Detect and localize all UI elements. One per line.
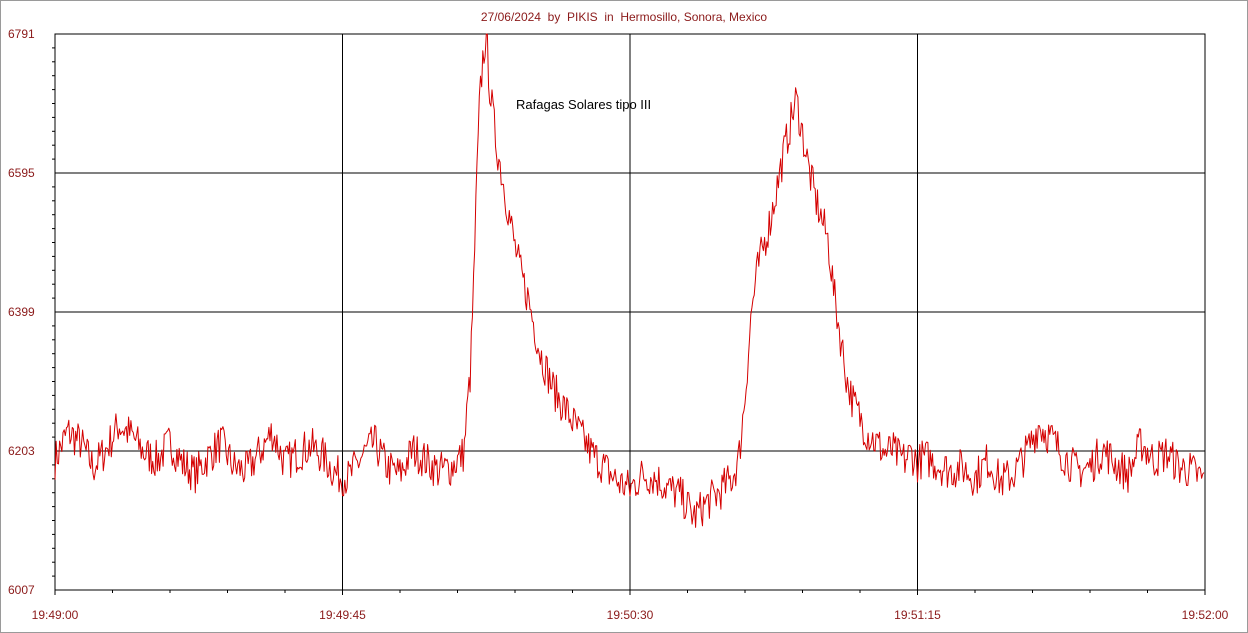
y-tick-label: 6791 xyxy=(8,27,35,41)
minor-ticks xyxy=(52,47,1148,593)
x-tick-label: 19:49:45 xyxy=(319,608,366,622)
x-axis-ticks: 19:49:00 19:49:45 19:50:30 19:51:15 19:52:00 xyxy=(32,590,1229,622)
series-line xyxy=(54,33,1205,528)
x-tick-label: 19:49:00 xyxy=(32,608,79,622)
y-tick-label: 6399 xyxy=(8,305,35,319)
y-axis-ticks: 6791 6595 6399 6203 6007 xyxy=(8,27,35,597)
y-tick-label: 6595 xyxy=(8,166,35,180)
annotation-label: Rafagas Solares tipo III xyxy=(516,97,651,112)
x-tick-label: 19:51:15 xyxy=(894,608,941,622)
chart-title: 27/06/2024 by PIKIS in Hermosillo, Sonor… xyxy=(480,10,768,24)
y-tick-label: 6007 xyxy=(8,583,35,597)
y-tick-label: 6203 xyxy=(8,444,35,458)
x-tick-label: 19:52:00 xyxy=(1182,608,1229,622)
x-tick-label: 19:50:30 xyxy=(607,608,654,622)
grid xyxy=(54,33,1206,591)
